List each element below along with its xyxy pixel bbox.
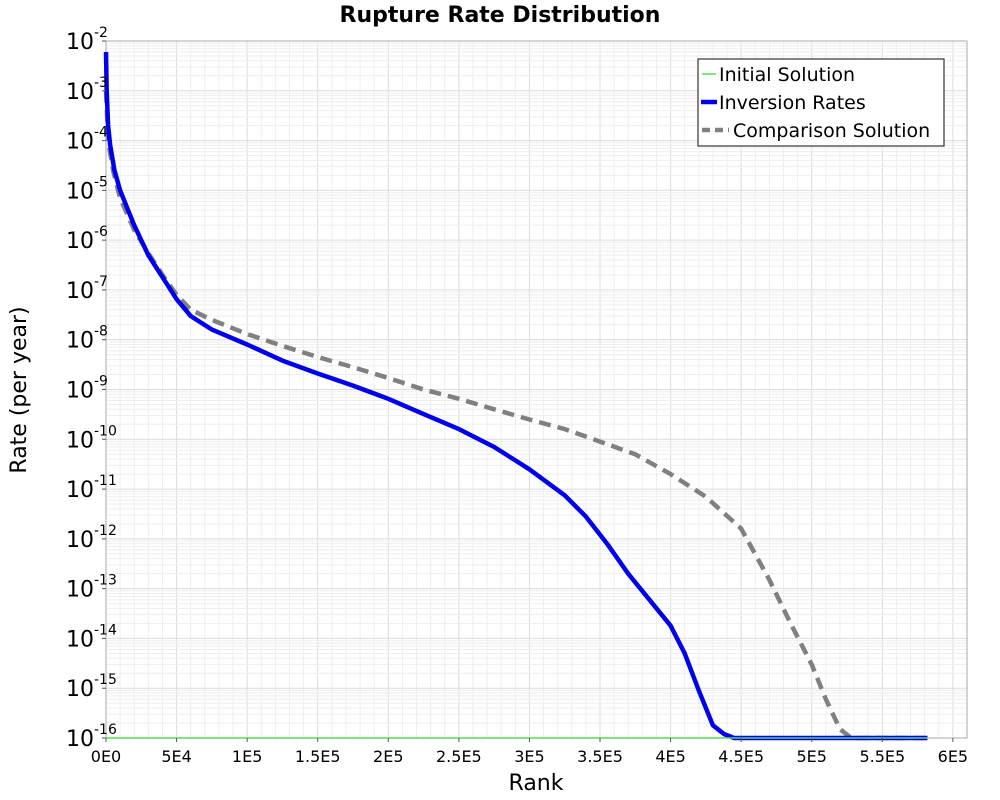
x-tick-label: 5E4 bbox=[161, 747, 191, 766]
y-tick-label: 10-14 bbox=[66, 622, 117, 652]
chart-title: Rupture Rate Distribution bbox=[340, 3, 661, 28]
y-tick-label: 10-9 bbox=[66, 374, 108, 404]
y-tick-label: 10-7 bbox=[66, 274, 108, 304]
y-tick-label: 10-10 bbox=[66, 423, 117, 453]
series-line-inversion-rates bbox=[103, 51, 928, 741]
x-tick-label: 2E5 bbox=[373, 747, 403, 766]
x-tick-label: 3.5E5 bbox=[577, 747, 623, 766]
x-tick-label: 1E5 bbox=[232, 747, 262, 766]
legend-box bbox=[697, 58, 945, 147]
ticks: 0E0 5E4 1E5 1.5E5 2E5 2.5E5 3E5 3.5E5 4E5 4.5E5 5E… bbox=[66, 25, 968, 766]
y-tick-label: 10-2 bbox=[66, 25, 108, 55]
x-tick-label: 4E5 bbox=[655, 747, 685, 766]
y-tick-label: 10-4 bbox=[66, 125, 108, 155]
legend-label-comparison-solution: Comparison Solution bbox=[733, 120, 930, 142]
x-tick-label: 0E0 bbox=[91, 747, 121, 766]
x-tick-label: 5.5E5 bbox=[859, 747, 905, 766]
x-axis-label: Rank bbox=[509, 771, 564, 796]
y-tick-label: 10-15 bbox=[66, 672, 117, 702]
x-tick-label: 1.5E5 bbox=[295, 747, 341, 766]
x-tick-label: 4.5E5 bbox=[718, 747, 764, 766]
y-tick-label: 10-6 bbox=[66, 224, 108, 254]
y-tick-label: 10-16 bbox=[66, 722, 117, 752]
y-tick-label: 10-8 bbox=[66, 324, 108, 354]
y-tick-label: 10-13 bbox=[66, 573, 117, 603]
y-axis-label: Rate (per year) bbox=[7, 306, 32, 473]
series-layer bbox=[103, 51, 928, 741]
y-tick-label: 10-12 bbox=[66, 523, 117, 553]
x-tick-label: 2.5E5 bbox=[436, 747, 482, 766]
x-tick-label: 6E5 bbox=[938, 747, 968, 766]
y-tick-label: 10-11 bbox=[66, 473, 117, 503]
legend: Initial Solution Inversion Rates Compari… bbox=[697, 58, 945, 147]
x-tick-label: 3E5 bbox=[514, 747, 544, 766]
y-tick-label: 10-5 bbox=[66, 174, 108, 204]
y-tick-label: 10-3 bbox=[66, 75, 108, 105]
x-tick-label: 5E5 bbox=[797, 747, 827, 766]
legend-label-initial-solution: Initial Solution bbox=[719, 64, 855, 86]
legend-label-inversion-rates: Inversion Rates bbox=[719, 92, 866, 114]
